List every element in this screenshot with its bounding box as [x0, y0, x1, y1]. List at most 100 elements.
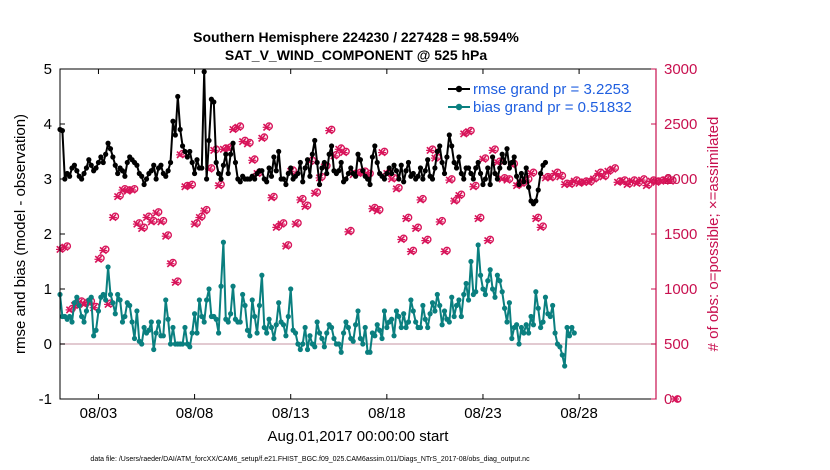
obs-assimilated-point	[392, 185, 401, 193]
obs-assimilated-point	[406, 247, 415, 256]
bias-point	[410, 308, 416, 314]
rmse-point	[381, 176, 388, 182]
obs-assimilated-point	[503, 176, 511, 184]
rmse-point	[518, 170, 525, 177]
bias-point	[165, 316, 171, 322]
rmse-point	[93, 165, 99, 171]
bias-point	[381, 308, 388, 314]
rmse-point	[352, 173, 359, 179]
rmse-point	[516, 181, 522, 188]
obs-assimilated-point	[483, 236, 492, 245]
obs-assimilated-point	[551, 169, 560, 178]
obs-assimilated-point	[608, 165, 617, 173]
bias-point	[374, 322, 380, 328]
rmse-point	[86, 157, 92, 163]
bias-point	[237, 319, 243, 325]
rmse-point	[268, 173, 275, 179]
obs-assimilated-point	[325, 126, 334, 135]
right-y-tick-label: 2000	[664, 171, 697, 188]
bias-point	[302, 324, 308, 331]
rmse-point	[316, 181, 323, 188]
left-y-tick-label: 2	[44, 226, 52, 243]
bias-point	[297, 346, 303, 353]
obs-assimilated-point	[671, 395, 680, 403]
rmse-point	[230, 140, 236, 146]
rmse-point	[420, 176, 426, 182]
x-axis-label: Aug.01,2017 00:00:00 start	[268, 428, 450, 445]
rmse-point	[182, 148, 188, 155]
bias-point	[451, 313, 457, 320]
chart-subtitle: SAT_V_WIND_COMPONENT @ 525 hPa	[225, 47, 488, 63]
obs-assimilated-point	[248, 156, 257, 165]
rmse-point	[288, 165, 294, 171]
rmse-point	[461, 176, 467, 182]
bias-point	[396, 313, 402, 320]
rmse-point	[429, 176, 436, 182]
obs-assimilated-point	[334, 145, 343, 154]
obs-assimilated-point	[137, 224, 146, 233]
obs-assimilated-point	[277, 220, 286, 228]
rmse-point	[446, 132, 452, 138]
rmse-point	[499, 151, 505, 157]
rmse-point	[451, 159, 457, 166]
bias-point	[427, 311, 433, 317]
bias-point	[141, 324, 147, 331]
rmse-point	[314, 159, 320, 166]
bias-point	[213, 316, 219, 322]
rmse-point	[81, 170, 87, 177]
rmse-point	[509, 159, 515, 166]
obs-assimilated-point	[60, 243, 69, 251]
legend-rmse-label: rmse grand pr = 3.2253	[473, 81, 629, 98]
obs-assimilated-point	[632, 179, 641, 188]
rmse-point	[475, 159, 481, 166]
obs-assimilated-point	[152, 209, 161, 217]
obs-assimilated-point	[214, 181, 223, 190]
bias-point	[88, 294, 94, 300]
bias-point	[160, 333, 166, 339]
rmse-point	[103, 151, 109, 157]
rmse-point	[67, 173, 73, 179]
rmse-point	[285, 170, 291, 177]
rmse-point	[266, 165, 272, 171]
bias-point	[319, 335, 325, 342]
rmse-point	[201, 69, 207, 75]
bias-point	[413, 319, 419, 325]
bias-point	[191, 311, 198, 317]
bias-point	[506, 300, 513, 306]
rmse-point	[492, 170, 498, 177]
rmse-point	[312, 137, 318, 144]
rmse-point	[225, 170, 231, 177]
obs-assimilated-point	[440, 247, 449, 256]
bias-point	[377, 327, 383, 333]
bias-point	[550, 302, 556, 309]
bias-point	[324, 330, 330, 336]
bias-point	[312, 344, 318, 350]
rmse-point	[307, 173, 313, 179]
rmse-point	[441, 170, 448, 177]
obs-assimilated-point	[128, 186, 137, 194]
rmse-point	[153, 176, 159, 182]
bias-point	[456, 297, 462, 303]
bias-point	[393, 308, 400, 314]
bias-point	[528, 313, 534, 320]
rmse-point	[336, 168, 342, 174]
rmse-point	[189, 159, 195, 166]
obs-assimilated-point	[488, 146, 497, 155]
rmse-point	[538, 170, 544, 177]
bias-point	[67, 313, 73, 320]
bias-point	[218, 283, 224, 289]
obs-assimilated-point	[190, 220, 199, 228]
bias-point	[266, 316, 272, 322]
rmse-point	[112, 162, 118, 168]
rmse-point	[425, 157, 431, 163]
bias-point	[501, 305, 508, 311]
bias-point	[71, 300, 78, 306]
rmse-point	[295, 170, 301, 177]
rmse-point	[494, 176, 500, 182]
obs-assimilated-point	[527, 169, 536, 178]
rmse-point	[88, 162, 94, 168]
obs-assimilated-point	[257, 134, 266, 143]
bias-point	[328, 324, 335, 331]
left-y-tick-label: 1	[44, 281, 52, 298]
obs-assimilated-point	[267, 193, 276, 202]
